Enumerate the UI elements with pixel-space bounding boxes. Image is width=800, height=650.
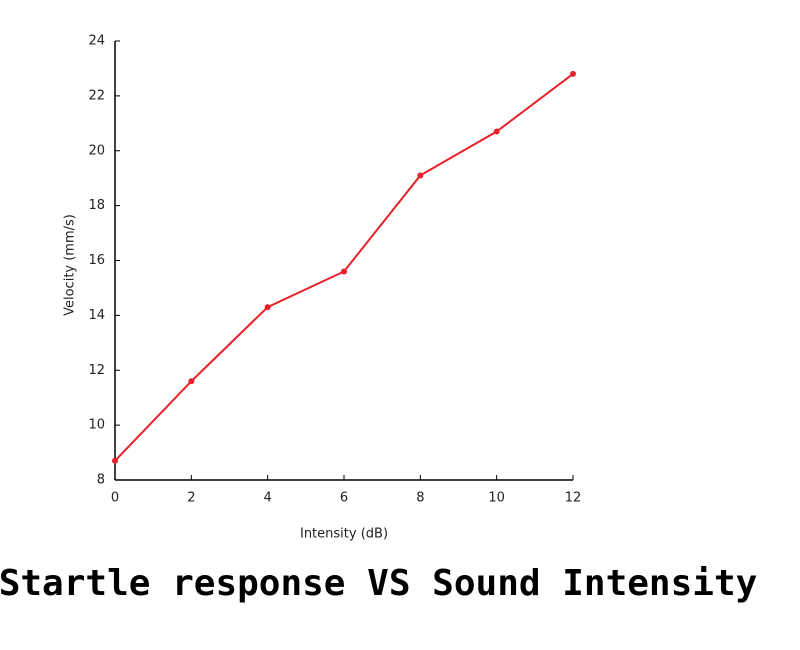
y-tick-label: 18: [88, 198, 105, 213]
data-point: [417, 172, 424, 179]
data-point: [341, 268, 347, 275]
x-tick-label: 8: [416, 491, 424, 506]
y-tick-label: 12: [88, 363, 105, 378]
y-tick-label: 20: [88, 143, 105, 158]
y-tick-label: 24: [88, 34, 105, 49]
x-axis-label: Intensity (dB): [300, 527, 388, 542]
y-tick-label: 22: [88, 88, 105, 103]
y-tick-label: 16: [88, 253, 105, 268]
x-tick-label: 4: [264, 491, 272, 506]
data-point: [264, 304, 271, 311]
x-tick-label: 6: [340, 491, 348, 506]
chart-title: Startle response VS Sound Intensity: [0, 563, 757, 604]
data-point: [570, 70, 576, 77]
x-tick-label: 10: [488, 491, 505, 506]
y-tick-label: 10: [88, 418, 105, 433]
x-tick-label: 0: [111, 491, 119, 506]
data-point: [112, 457, 118, 464]
x-tick-label: 12: [565, 491, 582, 506]
data-point: [493, 128, 500, 135]
y-tick-label: 14: [88, 308, 105, 323]
data-line: [114, 73, 574, 462]
y-axis-label: Velocity (mm/s): [63, 214, 78, 316]
y-tick-label: 8: [97, 473, 105, 488]
x-tick-label: 2: [187, 491, 195, 506]
data-point: [188, 378, 195, 385]
